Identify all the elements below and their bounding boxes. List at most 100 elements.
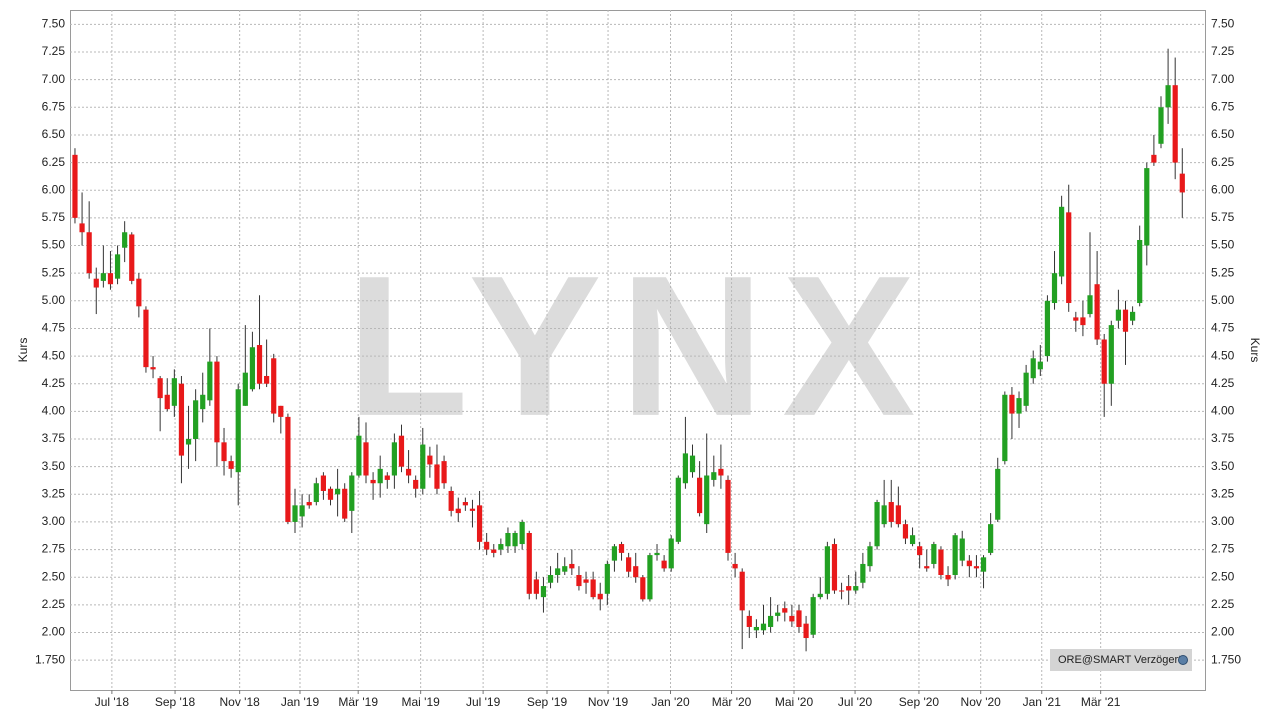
candle-body (292, 505, 298, 522)
candle-body (427, 455, 433, 465)
candle-body (178, 383, 185, 456)
candle-body (242, 372, 248, 406)
candle-body (299, 505, 305, 517)
y-tick-label: 2.75 (42, 542, 66, 556)
candle-body (895, 505, 901, 525)
x-tick-label: Jul '19 (466, 695, 501, 709)
candle-body (1087, 295, 1093, 315)
x-tick-label: Mär '19 (338, 695, 378, 709)
candle-body (540, 586, 547, 598)
candle-body (725, 479, 731, 553)
candle-body (846, 586, 852, 591)
candle-body (185, 439, 192, 445)
candle-body (455, 508, 461, 514)
candle-body (902, 524, 909, 539)
y-tick-label: 3.50 (42, 459, 66, 473)
candle-body (647, 555, 653, 600)
candle-body (193, 400, 199, 440)
candle-body (462, 502, 468, 506)
y2-tick-label: 5.00 (1211, 293, 1235, 307)
candle-body (86, 232, 92, 274)
candle-body (945, 575, 951, 580)
candle-body (924, 566, 930, 569)
y-tick-label: 4.00 (42, 404, 66, 418)
y2-tick-label: 6.75 (1211, 99, 1235, 113)
candle-body (760, 623, 767, 631)
y-tick-label: 5.25 (42, 265, 66, 279)
candle-body (767, 615, 774, 627)
y-tick-label: 4.25 (42, 376, 66, 390)
candle-body (782, 608, 788, 613)
candle-body (498, 544, 504, 550)
candle-body (235, 389, 241, 473)
candle-body (959, 538, 965, 561)
candle-body (256, 345, 263, 384)
candle-body (980, 557, 987, 572)
candle-body (1059, 206, 1065, 277)
candle-body (1030, 358, 1036, 379)
candle-body (377, 468, 383, 484)
candle-body (335, 488, 341, 495)
candle-body (988, 524, 994, 553)
plot-frame (70, 10, 1206, 691)
candle-body (1066, 212, 1072, 304)
candle-body (278, 405, 284, 417)
candle-body (519, 521, 525, 545)
y-tick-label: 5.75 (42, 210, 66, 224)
candle-body (384, 475, 390, 480)
y-tick-label: 6.50 (42, 127, 66, 141)
candle-body (306, 502, 312, 506)
candle-body (533, 579, 539, 594)
y-tick-label: 1.750 (35, 652, 65, 666)
candle-body (1144, 168, 1150, 246)
candle-body (995, 468, 1001, 520)
candle-body (1101, 339, 1107, 384)
candle-body (476, 505, 483, 542)
candle-body (654, 552, 660, 556)
candle-body (1080, 317, 1086, 326)
y-tick-label: 6.25 (42, 155, 66, 169)
candle-body (732, 563, 738, 569)
candle-body (1122, 309, 1129, 332)
candle-body (363, 442, 369, 476)
candle-body (1108, 325, 1114, 384)
candle-body (1179, 173, 1185, 193)
x-tick-label: Mai '20 (775, 695, 814, 709)
y-tick-label: 7.25 (42, 44, 66, 58)
candle-body (356, 435, 362, 476)
candle-body (1037, 361, 1043, 370)
candle-body (973, 566, 980, 569)
y2-tick-label: 1.750 (1211, 652, 1241, 666)
watermark: LYNX (346, 235, 933, 458)
y2-tick-label: 6.50 (1211, 127, 1235, 141)
candle-body (917, 546, 923, 556)
candle-body (448, 490, 454, 511)
candle-body (1002, 394, 1008, 462)
y-tick-label: 5.50 (42, 238, 66, 252)
candle-body (122, 232, 128, 248)
candle-body (1115, 309, 1122, 321)
y-tick-label: 6.75 (42, 99, 66, 113)
candle-body (626, 557, 632, 572)
candle-body (838, 590, 845, 592)
candle-body (1016, 398, 1022, 414)
y2-tick-label: 4.00 (1211, 404, 1235, 418)
candle-body (824, 546, 830, 594)
candle-body (114, 254, 121, 279)
y-tick-label: 7.00 (42, 72, 66, 86)
y2-tick-label: 6.25 (1211, 155, 1235, 169)
y-tick-label: 3.00 (42, 514, 66, 528)
candle-body (271, 358, 277, 414)
y-tick-label: 4.75 (42, 321, 66, 335)
candle-body (704, 475, 710, 525)
candle-body (441, 461, 447, 484)
x-tick-label: Mai '19 (401, 695, 440, 709)
candle-body (753, 626, 759, 631)
candle-body (107, 273, 114, 285)
candle-body (831, 544, 838, 591)
candle-body (576, 575, 582, 587)
candle-body (413, 479, 419, 489)
candle-body (79, 223, 85, 233)
candle-body (547, 575, 554, 583)
